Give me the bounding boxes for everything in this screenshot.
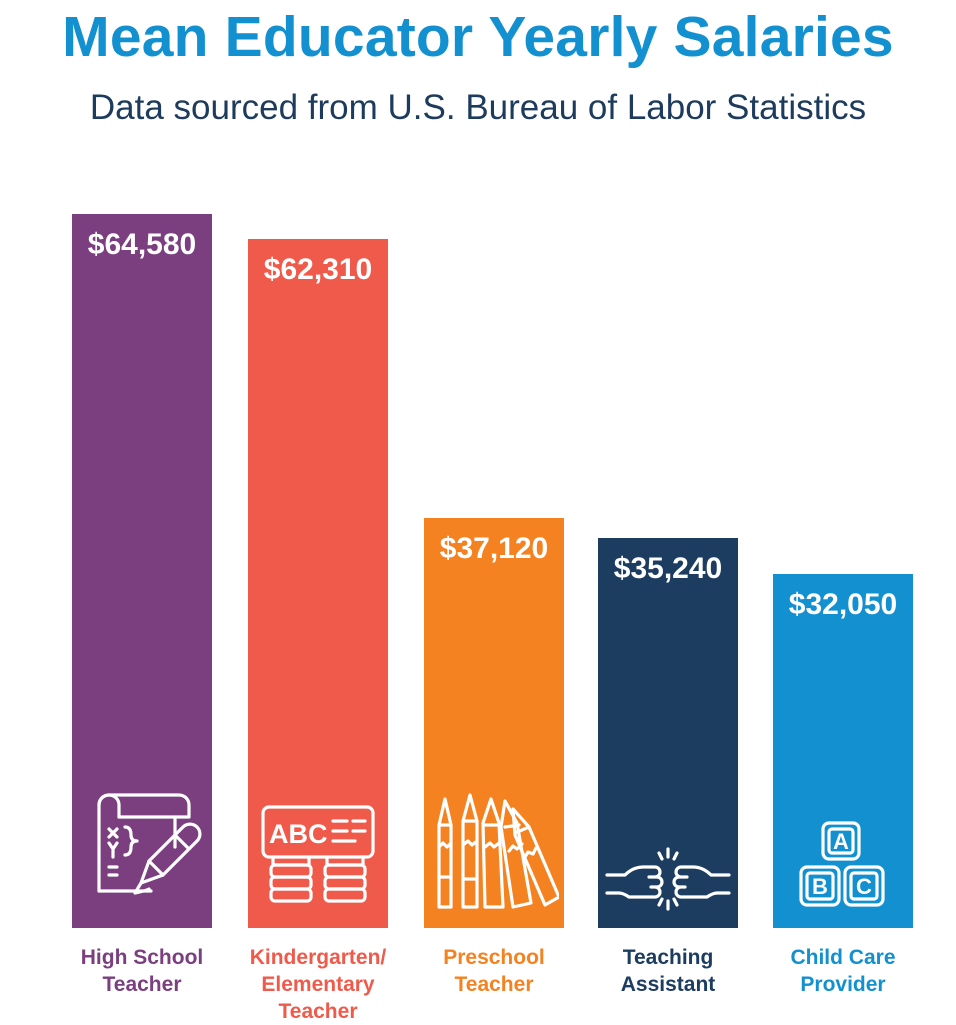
block-letter-c: C [856,874,872,899]
category-label: Child Care Provider [790,946,896,996]
category-label: Kindergarten/ Elementary Teacher [249,946,387,1023]
math-worksheet-icon [79,787,205,918]
category-label: Teaching Assistant [620,946,716,996]
bar-2: $62,310 ABC [248,239,388,928]
block-letter-a: A [833,829,849,854]
bar-4: $35,240 [598,538,738,928]
bar-value-label: $35,240 [613,552,723,585]
category-label: Preschool Teacher [443,946,545,996]
chart-subtitle: Data sourced from U.S. Bureau of Labor S… [89,88,867,127]
fist-bump-icon [603,843,733,918]
abc-book-letters: ABC [269,819,328,849]
bar-1: $64,580 [72,214,212,928]
bar-value-label: $32,050 [788,588,898,621]
bar-3: $37,120 [424,518,564,928]
bar-value-label: $37,120 [439,532,549,565]
crayons-icon [429,787,561,918]
bar-value-label: $64,580 [87,228,197,261]
bar-value-label: $62,310 [263,253,373,286]
category-label: High School Teacher [80,946,204,996]
abc-blocks-icon: A B C [795,819,891,918]
abc-book-icon: ABC [255,801,381,918]
chart-title: Mean Educator Yearly Salaries [62,5,894,69]
bar-5: $32,050 A B C [773,574,913,928]
block-letter-b: B [812,874,828,899]
